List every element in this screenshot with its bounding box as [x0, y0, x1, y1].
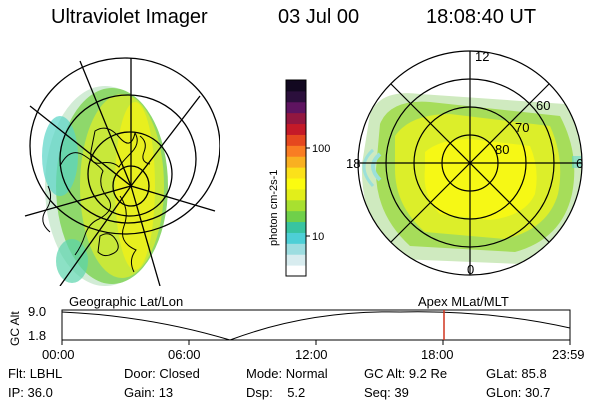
instrument-title: Ultraviolet Imager — [51, 6, 208, 28]
altitude-ticks — [61, 340, 571, 345]
status-gain: Gain: 13 — [124, 385, 174, 400]
status-glat: GLat: 85.8 — [486, 366, 547, 381]
colorbar-stripe — [286, 199, 306, 212]
coastlines — [42, 127, 151, 273]
status-filter: Flt: LBHL — [8, 366, 63, 381]
colorbar-stripe — [286, 232, 306, 244]
altitude-curve — [61, 311, 571, 341]
altitude-ytick-high: 9.0 — [28, 304, 47, 319]
altitude-ytick-low: 1.8 — [28, 328, 47, 343]
time-tick-0600: 06:00 — [168, 347, 201, 362]
mlt-label-0: 0 — [467, 262, 474, 277]
mlt-label-12: 12 — [475, 49, 489, 64]
time-tick-0000: 00:00 — [42, 347, 75, 362]
geo-grid — [24, 57, 220, 286]
colorbar-stripe — [286, 210, 306, 223]
cyan-patch — [56, 239, 88, 283]
lat-label-70: 70 — [515, 120, 529, 135]
mlt-label-6: 6 — [576, 156, 583, 171]
status-gc-alt: GC Alt: 9.2 Re — [364, 366, 448, 381]
colorbar-stripe — [286, 80, 306, 92]
colorbar-stripe — [286, 243, 306, 255]
colorbar-stripe — [286, 123, 306, 135]
status-ip: IP: 36.0 — [8, 385, 53, 400]
observation-date: 03 Jul 00 — [278, 6, 360, 28]
time-tick-1200: 12:00 — [295, 347, 328, 362]
colorbar-stripe — [286, 134, 306, 146]
lat-label-80: 80 — [495, 142, 509, 157]
polar-emission-bright — [424, 139, 537, 220]
left-panel-caption: Geographic Lat/Lon — [69, 294, 184, 309]
status-mode: Mode: Normal — [246, 366, 328, 381]
colorbar: 100 10 photon cm-2s-1 — [268, 79, 330, 277]
polar-grid — [357, 50, 583, 276]
colorbar-tick-100: 100 — [312, 143, 330, 155]
colorbar-unit-label: photon cm-2s-1 — [268, 170, 280, 246]
colorbar-stripe — [286, 90, 306, 103]
altitude-axis-label: GC Alt — [8, 311, 22, 346]
colorbar-stripe — [286, 188, 306, 201]
colorbar-gradient — [286, 80, 306, 277]
time-tick-1800: 18:00 — [421, 347, 454, 362]
colorbar-stripe — [286, 101, 306, 114]
status-dsp: Dsp: 5.2 — [246, 385, 306, 400]
observation-time: 18:08:40 UT — [426, 6, 537, 28]
colorbar-tick-10: 10 — [312, 231, 324, 243]
colorbar-stripe — [286, 167, 306, 179]
dayside-arc — [371, 152, 382, 182]
time-tick-2359: 23:59 — [552, 347, 585, 362]
geographic-image-panel — [24, 57, 220, 286]
altitude-plot — [61, 309, 571, 345]
polar-image-panel: 12 18 6 0 60 70 80 — [346, 49, 583, 277]
colorbar-stripe — [286, 145, 306, 157]
lat-label-60: 60 — [536, 98, 550, 113]
status-seq: Seq: 39 — [364, 385, 409, 400]
right-panel-caption: Apex MLat/MLT — [418, 294, 509, 309]
colorbar-stripe — [286, 221, 306, 233]
status-glon: GLon: 30.7 — [486, 385, 551, 400]
colorbar-stripe — [286, 156, 306, 168]
colorbar-stripe — [286, 265, 306, 277]
mlt-label-18: 18 — [346, 156, 360, 171]
colorbar-stripe — [286, 112, 306, 125]
dayside-arc — [362, 148, 375, 188]
altitude-plot-frame — [61, 309, 571, 341]
status-door: Door: Closed — [124, 366, 200, 381]
colorbar-stripe — [286, 254, 306, 266]
colorbar-stripe — [286, 178, 306, 190]
